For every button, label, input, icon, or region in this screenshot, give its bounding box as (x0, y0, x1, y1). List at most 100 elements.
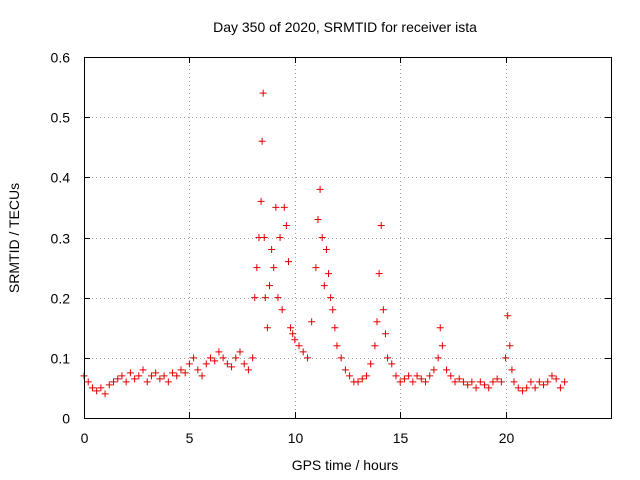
data-point (464, 381, 472, 389)
data-point (282, 221, 290, 229)
data-point (260, 234, 268, 241)
data-point (396, 378, 404, 386)
data-point (322, 246, 330, 254)
data-point (131, 375, 139, 383)
y-tick-label: 0.5 (51, 110, 71, 126)
data-point (114, 375, 122, 383)
x-tick-label: 15 (393, 430, 409, 446)
data-point (379, 306, 387, 314)
data-point (160, 372, 168, 380)
data-point (272, 203, 280, 211)
data-point (268, 246, 276, 254)
data-point (430, 366, 438, 374)
data-point (139, 366, 147, 374)
x-tick-label: 20 (499, 430, 515, 446)
data-point (548, 372, 556, 380)
plot-frame (84, 57, 612, 419)
data-point (341, 366, 349, 374)
data-point (362, 372, 370, 380)
data-point (169, 369, 177, 377)
data-point (211, 357, 219, 365)
data-point (84, 378, 92, 386)
data-point (417, 375, 425, 383)
data-point (164, 378, 172, 386)
data-point (122, 378, 130, 386)
axis-ticks: 0 0.1 0.2 0.3 0.4 0.5 0.6 0 5 10 15 20 (51, 50, 611, 446)
data-point (327, 294, 335, 302)
data-point (476, 378, 484, 386)
data-point (240, 360, 248, 368)
y-tick-label: 0 (62, 411, 70, 427)
data-point (232, 354, 240, 362)
data-point (289, 330, 297, 338)
data-point (152, 369, 160, 377)
data-point (266, 282, 274, 290)
data-point (194, 366, 202, 374)
data-point (258, 137, 266, 145)
data-point (147, 372, 155, 380)
data-point (316, 185, 324, 193)
data-point (518, 387, 526, 395)
data-point (270, 264, 278, 272)
data-point (552, 375, 560, 383)
data-point (413, 372, 421, 380)
data-point (481, 381, 489, 389)
data-point (409, 378, 417, 386)
data-point (447, 372, 455, 380)
data-point (337, 354, 345, 362)
data-point (190, 354, 198, 362)
data-point (373, 318, 381, 326)
data-point (346, 372, 354, 380)
y-axis-label: SRMTID / TECUs (6, 183, 22, 293)
data-point (421, 378, 429, 386)
data-point (223, 360, 231, 368)
data-point (261, 294, 269, 302)
y-tick-label: 0.6 (51, 50, 71, 66)
data-point (97, 384, 105, 392)
data-point (333, 342, 341, 350)
data-point (436, 324, 444, 332)
data-point (257, 197, 265, 205)
data-point (303, 354, 311, 362)
data-point (459, 378, 467, 386)
data-point (308, 318, 316, 326)
data-point (320, 282, 328, 290)
data-point (215, 348, 223, 356)
data-point (278, 306, 286, 314)
data-point (489, 378, 497, 386)
data-point (181, 369, 189, 377)
data-point (540, 381, 548, 389)
data-point (329, 306, 337, 314)
data-point (185, 360, 193, 368)
y-tick-label: 0.1 (51, 351, 71, 367)
data-point (156, 375, 164, 383)
data-point (493, 375, 501, 383)
data-point (93, 387, 101, 395)
data-point (259, 89, 267, 97)
data-point (377, 221, 385, 229)
data-point (523, 384, 531, 392)
data-point (502, 354, 510, 362)
data-point (510, 378, 518, 386)
y-tick-label: 0.3 (51, 231, 71, 247)
data-point (497, 378, 505, 386)
data-point (375, 270, 383, 278)
data-point (388, 360, 396, 368)
y-tick-label: 0.4 (51, 170, 71, 186)
data-point (358, 375, 366, 383)
data-point (438, 342, 446, 350)
data-point (295, 342, 303, 350)
data-point (280, 203, 288, 211)
data-point (206, 354, 214, 362)
data-point (244, 366, 252, 374)
data-point (527, 378, 535, 386)
data-point (434, 354, 442, 362)
data-point (263, 324, 271, 332)
data-point (253, 264, 261, 272)
data-point (392, 372, 400, 380)
data-point (405, 372, 413, 380)
data-point (451, 378, 459, 386)
data-point (105, 381, 113, 389)
data-point (287, 324, 295, 332)
x-tick-label: 10 (288, 430, 304, 446)
